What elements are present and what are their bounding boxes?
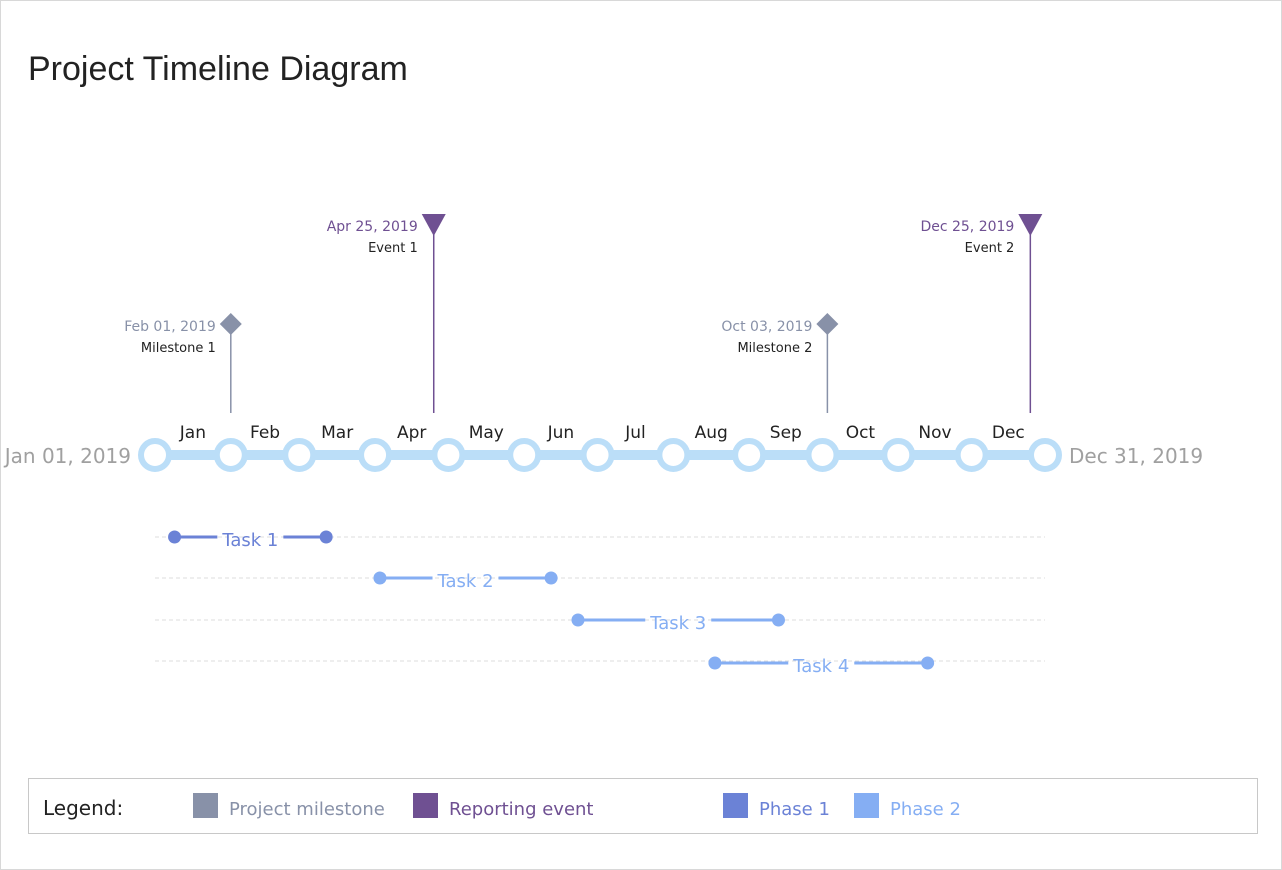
month-tick-circle (358, 438, 393, 472)
month-label: Dec (992, 423, 1025, 443)
milestone-date: Oct 03, 2019 (721, 319, 812, 335)
legend-label: Reporting event (449, 799, 594, 820)
month-label: Jan (179, 423, 206, 443)
month-label: Apr (397, 423, 426, 443)
task-start-dot (168, 530, 182, 544)
task-start-dot (571, 613, 585, 627)
month-label: Feb (250, 423, 280, 443)
month-tick-circle (213, 438, 248, 472)
month-tick-circle (954, 438, 989, 472)
month-tick-circle (282, 438, 317, 472)
month-label: Oct (846, 423, 876, 443)
timeline-start-label: Jan 01, 2019 (3, 444, 131, 468)
month-tick-circle (1028, 438, 1062, 472)
month-label: May (469, 423, 504, 443)
page-title: Project Timeline Diagram (28, 50, 408, 88)
month-tick-circle (805, 438, 840, 472)
task-end-dot (771, 613, 785, 627)
legend-title: Legend: (43, 796, 123, 820)
milestone-label: Milestone 2 (737, 341, 812, 356)
milestone-diamond-icon (219, 313, 242, 335)
event-triangle-icon (1018, 214, 1043, 236)
month-tick-circle (431, 438, 466, 472)
legend-swatch-milestone (193, 793, 218, 818)
month-label: Jul (624, 423, 646, 443)
month-tick-circle (656, 438, 691, 472)
task-start-dot (708, 656, 722, 670)
legend-swatch-phase-1 (723, 793, 748, 818)
task-start-dot (373, 571, 387, 585)
month-tick-circle (580, 438, 615, 472)
month-label: Aug (695, 423, 728, 443)
month-tick-circle (732, 438, 767, 472)
task-end-dot (921, 656, 935, 670)
event-label: Event 2 (965, 241, 1015, 256)
legend-label: Phase 1 (759, 799, 830, 820)
event-date: Dec 25, 2019 (920, 219, 1014, 235)
legend-swatch-event (413, 793, 438, 818)
milestone-label: Milestone 1 (141, 341, 216, 356)
task-end-dot (544, 571, 558, 585)
month-label: Sep (770, 423, 802, 443)
month-tick-circle (507, 438, 542, 472)
milestone-diamond-icon (816, 313, 839, 335)
legend-label: Phase 2 (890, 799, 961, 820)
legend-label: Project milestone (229, 799, 385, 820)
event-triangle-icon (421, 214, 446, 236)
month-tick-circle (138, 438, 172, 472)
task-end-dot (319, 530, 333, 544)
task-label: Task 3 (649, 613, 706, 634)
legend-box (28, 778, 1258, 834)
month-label: Nov (918, 423, 951, 443)
milestone-date: Feb 01, 2019 (124, 319, 216, 335)
event-date: Apr 25, 2019 (327, 219, 418, 235)
event-label: Event 1 (368, 241, 418, 256)
month-label: Mar (321, 423, 353, 443)
task-label: Task 1 (221, 530, 278, 551)
month-label: Jun (547, 423, 575, 443)
timeline-end-label: Dec 31, 2019 (1069, 444, 1203, 468)
task-label: Task 4 (792, 656, 849, 677)
month-tick-circle (881, 438, 916, 472)
task-label: Task 2 (437, 571, 494, 592)
legend-swatch-phase-2 (854, 793, 879, 818)
